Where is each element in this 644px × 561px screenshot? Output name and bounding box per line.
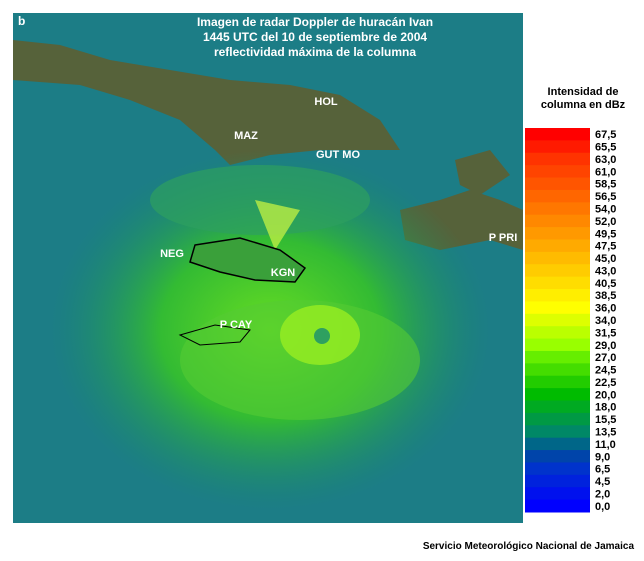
- station-label: GUT MO: [316, 149, 360, 161]
- legend-swatch: [525, 214, 590, 228]
- legend-label: 11,0: [595, 439, 616, 451]
- title-line: 1445 UTC del 10 de septiembre de 2004: [203, 30, 427, 44]
- legend-swatch: [525, 412, 590, 426]
- legend-label: 20,0: [595, 389, 616, 401]
- legend-label: 61,0: [595, 166, 616, 178]
- legend-swatch: [525, 128, 590, 141]
- legend-label: 36,0: [595, 303, 616, 315]
- legend-swatch: [525, 338, 590, 352]
- station-label: P CAY: [220, 319, 253, 331]
- legend-label: 58,5: [595, 179, 616, 191]
- legend-swatch: [525, 313, 590, 327]
- legend-label: 22,5: [595, 377, 616, 389]
- legend-swatch: [525, 350, 590, 364]
- legend-label: 31,5: [595, 327, 616, 339]
- legend: 67,565,563,061,058,556,554,052,049,547,5…: [525, 128, 616, 513]
- radar-map: [13, 13, 523, 523]
- station-label: HOL: [314, 96, 338, 108]
- legend-label: 43,0: [595, 265, 616, 277]
- legend-swatch: [525, 301, 590, 315]
- eye: [314, 328, 330, 344]
- legend-swatch: [525, 487, 590, 501]
- echo-sector: [255, 200, 300, 250]
- legend-swatch: [525, 437, 590, 451]
- jamaica: [189, 237, 307, 283]
- legend-label: 6,5: [595, 464, 610, 476]
- legend-swatch: [525, 400, 590, 414]
- station-label: NEG: [160, 248, 184, 260]
- legend-label: 2,0: [595, 488, 610, 500]
- legend-swatch: [525, 326, 590, 340]
- legend-label: 67,5: [595, 129, 616, 141]
- legend-swatch: [525, 251, 590, 265]
- echo-band: [150, 165, 370, 235]
- legend-swatch: [525, 289, 590, 302]
- legend-swatch: [525, 202, 590, 216]
- legend-label: 63,0: [595, 154, 616, 166]
- legend-label: 56,5: [595, 191, 616, 203]
- legend-swatch: [525, 140, 590, 154]
- legend-swatch: [525, 189, 590, 203]
- legend-label: 52,0: [595, 216, 616, 228]
- station-label: MAZ: [234, 130, 258, 142]
- cuba: [13, 40, 400, 165]
- legend-label: 54,0: [595, 204, 616, 216]
- legend-label: 18,0: [595, 402, 616, 414]
- legend-swatch: [525, 499, 590, 513]
- station-label: P PRI: [489, 232, 518, 244]
- legend-label: 49,5: [595, 228, 616, 240]
- station-label: KGN: [271, 267, 296, 279]
- panel-letter: b: [18, 14, 25, 28]
- legend-label: 24,5: [595, 365, 616, 377]
- legend-swatch: [525, 375, 590, 389]
- footer: Servicio Meteorológico Nacional de Jamai…: [423, 541, 635, 552]
- legend-label: 9,0: [595, 451, 610, 463]
- legend-swatch: [525, 227, 590, 240]
- legend-label: 29,0: [595, 340, 616, 352]
- legend-label: 27,0: [595, 352, 616, 364]
- title-line: Imagen de radar Doppler de huracán Ivan: [197, 15, 433, 29]
- legend-swatch: [525, 462, 590, 476]
- legend-swatch: [525, 165, 590, 179]
- legend-swatch: [525, 474, 590, 488]
- legend-swatch: [525, 363, 590, 377]
- legend-swatch: [525, 276, 590, 290]
- legend-swatch: [525, 425, 590, 439]
- title-line: reflectividad máxima de la columna: [214, 45, 416, 59]
- legend-label: 15,5: [595, 414, 616, 426]
- legend-swatch: [525, 177, 590, 191]
- pedro-cays: [178, 324, 251, 346]
- legend-swatch: [525, 264, 590, 278]
- legend-swatch: [525, 450, 590, 463]
- haiti-north: [455, 150, 510, 195]
- legend-swatch: [525, 152, 590, 166]
- legend-label: 45,0: [595, 253, 616, 265]
- legend-swatch: [525, 239, 590, 253]
- legend-swatch: [525, 388, 590, 402]
- legend-label: 65,5: [595, 142, 616, 154]
- legend-title: Intensidad de: [548, 86, 619, 98]
- legend-label: 34,0: [595, 315, 616, 327]
- legend-label: 40,5: [595, 278, 616, 290]
- legend-label: 0,0: [595, 501, 610, 513]
- legend-label: 38,5: [595, 290, 616, 302]
- legend-label: 4,5: [595, 476, 610, 488]
- legend-label: 47,5: [595, 241, 616, 253]
- legend-title: columna en dBz: [541, 99, 626, 111]
- legend-label: 13,5: [595, 426, 616, 438]
